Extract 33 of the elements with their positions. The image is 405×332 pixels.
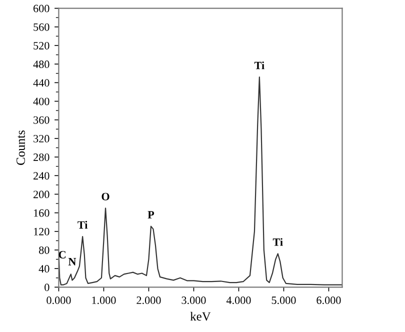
y-tick-label: 120 <box>34 228 50 236</box>
x-axis-title: keV <box>190 312 211 321</box>
y-tick-label: 280 <box>34 154 50 161</box>
annotation: P <box>148 211 154 218</box>
y-tick-label: 360 <box>34 116 50 124</box>
line-series <box>58 76 342 286</box>
y-axis-title: Counts <box>16 130 25 165</box>
y-tick-label: 560 <box>34 23 50 31</box>
x-tick-label: 6.000 <box>316 296 341 304</box>
y-tick-label: 40 <box>38 265 50 273</box>
annotation: Ti <box>254 61 264 70</box>
x-tick-label: 0.000 <box>46 296 71 304</box>
y-tick-label: 240 <box>34 172 50 180</box>
x-tick-label: 5.000 <box>272 296 296 304</box>
annotation: Ti <box>78 220 88 229</box>
x-tick-label: 2.000 <box>136 296 161 304</box>
x-tick-label: 4.000 <box>226 296 251 304</box>
y-tick-label: 520 <box>34 42 50 50</box>
y-tick-label: 440 <box>33 79 50 87</box>
annotation: N <box>68 258 76 266</box>
x-tick-label: 1.000 <box>92 296 116 304</box>
y-tick-label: 200 <box>34 190 50 198</box>
annotation: O <box>102 192 110 200</box>
y-tick-label: 600 <box>34 4 50 12</box>
y-tick-label: 0 <box>44 284 50 292</box>
y-tick-label: 80 <box>39 246 50 254</box>
annotation: Ti <box>272 238 283 246</box>
annotation: C <box>58 250 66 258</box>
x-tick-label: 3.000 <box>182 296 206 304</box>
y-tick-label: 400 <box>33 98 50 106</box>
y-tick-label: 320 <box>34 134 50 142</box>
y-tick-label: 160 <box>34 209 50 217</box>
y-tick-label: 480 <box>33 60 50 68</box>
